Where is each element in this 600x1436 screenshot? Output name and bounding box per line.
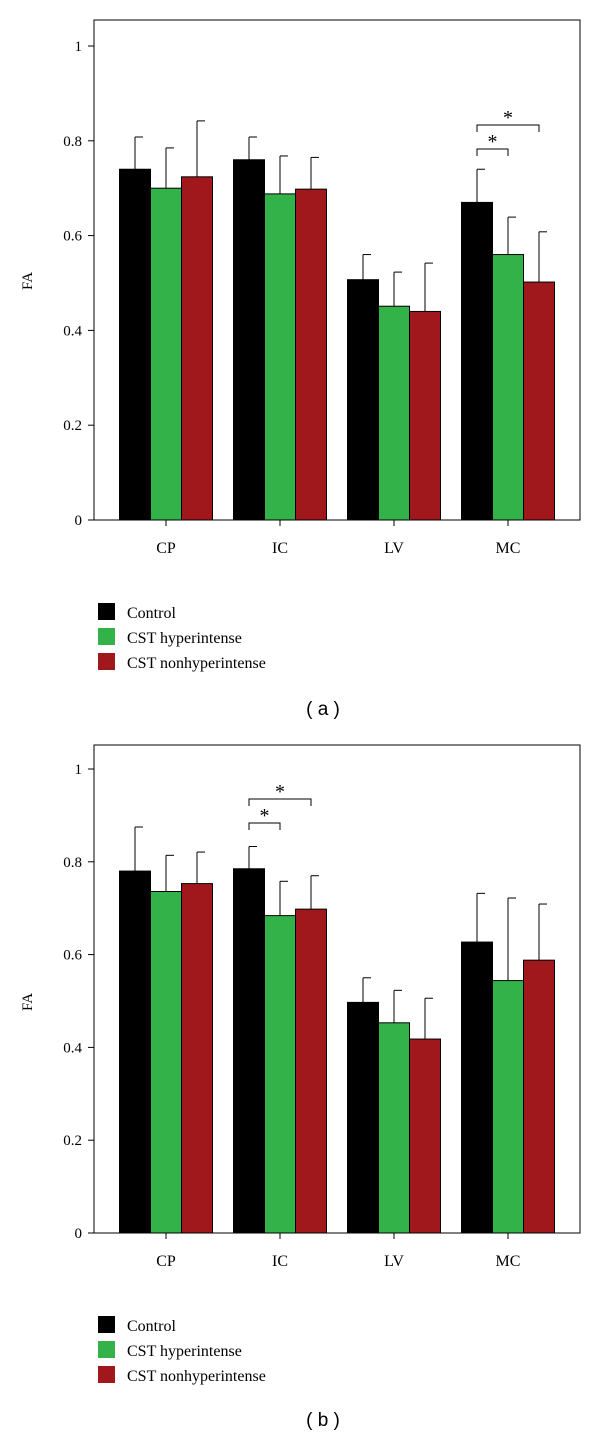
panel-b-label: ( b ) — [306, 1410, 340, 1431]
x-tick-label: IC — [272, 1253, 288, 1270]
panel-b-bars — [119, 826, 555, 1234]
significance-bracket — [248, 798, 312, 806]
panel-a-bars — [119, 120, 555, 521]
panel-a-significance: ** — [476, 107, 540, 156]
y-tick-label: 0.4 — [63, 1040, 82, 1056]
bar — [409, 1038, 441, 1234]
bar — [523, 959, 555, 1234]
significance-star: * — [260, 805, 270, 827]
panel-a-label: ( a ) — [306, 699, 340, 720]
y-tick-label: 1 — [75, 762, 83, 778]
x-tick-label: IC — [272, 540, 288, 557]
bar — [181, 176, 213, 521]
bar — [347, 279, 379, 521]
bar — [264, 193, 296, 521]
y-tick-label: 0 — [75, 513, 83, 529]
bar — [347, 1001, 379, 1234]
y-tick-label: 0.4 — [63, 323, 82, 339]
panel-b-y-axis-label: FA — [20, 993, 36, 1011]
bar — [461, 201, 493, 521]
legend-swatch — [98, 628, 115, 645]
legend-swatch — [98, 1341, 115, 1358]
y-tick-label: 1 — [75, 39, 83, 55]
legend-swatch — [98, 653, 115, 670]
bar — [461, 941, 493, 1234]
panel-a-y-ticks: 0 0.2 0.4 0.6 0.8 1 — [63, 39, 94, 529]
panel-a-y-axis-label: FA — [20, 272, 36, 290]
bar — [119, 870, 151, 1234]
legend-swatch — [98, 1366, 115, 1383]
x-tick-label: LV — [384, 1253, 404, 1270]
bar — [378, 305, 410, 521]
bar — [181, 883, 213, 1234]
bar — [492, 254, 524, 521]
panel-b-y-ticks: 0 0.2 0.4 0.6 0.8 1 — [63, 762, 94, 1242]
panel-b-x-labels: CP IC LV MC — [156, 1233, 520, 1270]
y-tick-label: 0.2 — [63, 418, 82, 434]
x-tick-label: MC — [496, 540, 521, 557]
panel-b-significance: ** — [248, 781, 312, 830]
x-tick-label: CP — [156, 1253, 176, 1270]
y-tick-label: 0.2 — [63, 1133, 82, 1149]
significance-star: * — [503, 107, 513, 129]
significance-bracket — [476, 124, 540, 132]
bar — [119, 168, 151, 521]
bar — [378, 1022, 410, 1234]
y-tick-label: 0.8 — [63, 134, 82, 150]
bar — [264, 915, 296, 1234]
y-tick-label: 0.8 — [63, 855, 82, 871]
legend-label: CST hyperintense — [127, 1343, 242, 1360]
legend-swatch — [98, 1316, 115, 1333]
bar — [409, 310, 441, 521]
panel-a-chart: FA 0 0.2 0.4 0.6 0.8 1 CP IC LV MC ** Control CST… — [20, 19, 581, 720]
bar — [150, 187, 182, 521]
significance-bracket — [476, 148, 509, 156]
legend-label: CST hyperintense — [127, 630, 242, 647]
significance-star: * — [488, 131, 498, 153]
bar — [233, 159, 265, 521]
bar — [492, 980, 524, 1234]
x-tick-label: MC — [496, 1253, 521, 1270]
bar — [150, 890, 182, 1234]
x-tick-label: LV — [384, 540, 404, 557]
bar — [295, 188, 327, 521]
legend-label: CST nonhyperintense — [127, 655, 266, 672]
significance-star: * — [275, 781, 285, 803]
panel-a-plot-frame — [93, 19, 581, 521]
panel-b-plot-frame — [93, 744, 581, 1234]
x-tick-label: CP — [156, 540, 176, 557]
bar — [523, 281, 555, 521]
bar — [295, 908, 327, 1234]
bar — [233, 868, 265, 1234]
significance-bracket — [248, 822, 281, 830]
y-tick-label: 0 — [75, 1226, 83, 1242]
panel-b-legend: Control CST hyperintense CST nonhyperinten… — [98, 1316, 266, 1385]
y-tick-label: 0.6 — [63, 229, 82, 245]
legend-label: CST nonhyperintense — [127, 1368, 266, 1385]
panel-a-x-labels: CP IC LV MC — [156, 520, 520, 557]
panel-b-chart: FA 0 0.2 0.4 0.6 0.8 1 CP IC LV MC ** Control CST… — [20, 744, 581, 1431]
y-tick-label: 0.6 — [63, 948, 82, 964]
legend-label: Control — [127, 1318, 176, 1335]
legend-label: Control — [127, 605, 176, 622]
panel-a-legend: Control CST hyperintense CST nonhyperinten… — [98, 603, 266, 672]
legend-swatch — [98, 603, 115, 620]
